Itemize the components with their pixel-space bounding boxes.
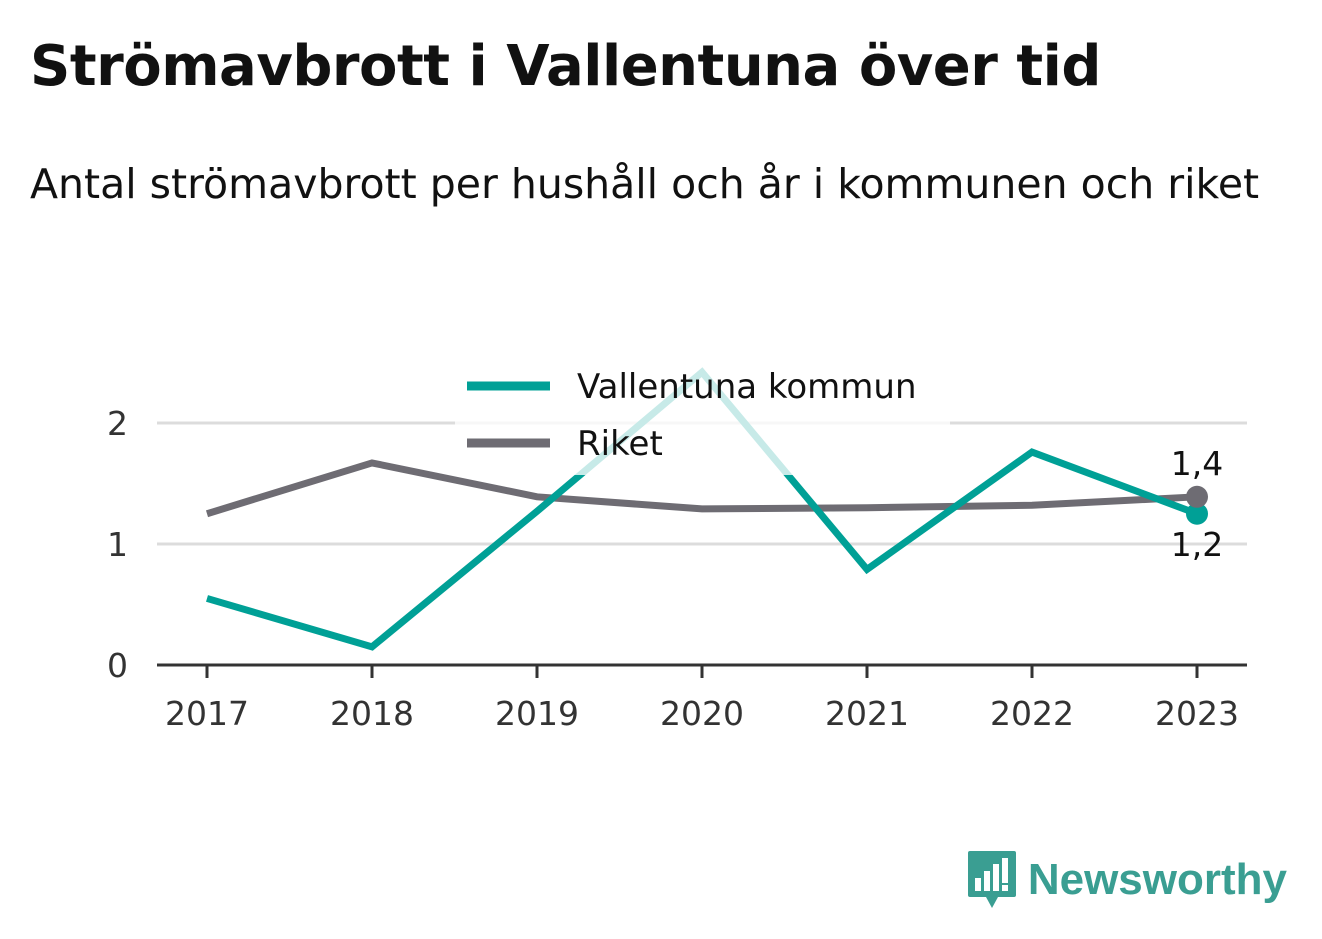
end-labels: 1,2 1,4	[1171, 444, 1223, 564]
end-point	[1186, 485, 1208, 508]
y-axis-ticks: 0 1 2	[107, 404, 128, 685]
legend-background	[455, 355, 950, 475]
newsworthy-logo: Newsworthy	[967, 851, 1287, 909]
end-value-label: 1,2	[1171, 525, 1223, 564]
bar-chart-speech-bubble-icon	[967, 851, 1016, 908]
logo-text: Newsworthy	[1027, 855, 1287, 904]
x-tick-label: 2020	[660, 694, 744, 733]
x-tick-label: 2022	[990, 694, 1074, 733]
x-tick-label: 2018	[330, 694, 414, 733]
series-line	[205, 459, 1198, 518]
legend-label: Vallentuna kommun	[577, 367, 917, 407]
end-value-label: 1,4	[1171, 444, 1223, 483]
chart-subtitle: Antal strömavbrott per hushåll och år i …	[30, 160, 1260, 208]
y-tick-label: 2	[107, 404, 128, 443]
x-tick-label: 2023	[1155, 694, 1239, 733]
x-tick-label: 2019	[495, 694, 579, 733]
x-axis: 2017 2018 2019 2020 2021 2022 2023	[157, 663, 1247, 733]
end-point	[1186, 502, 1208, 525]
x-tick-label: 2017	[165, 694, 249, 733]
x-tick-label: 2021	[825, 694, 909, 733]
y-tick-label: 1	[107, 525, 128, 564]
chart-title: Strömavbrott i Vallentuna över tid	[30, 34, 1101, 99]
legend-label: Riket	[577, 424, 663, 464]
legend: Vallentuna kommun Riket	[455, 355, 950, 475]
y-tick-label: 0	[107, 646, 128, 685]
